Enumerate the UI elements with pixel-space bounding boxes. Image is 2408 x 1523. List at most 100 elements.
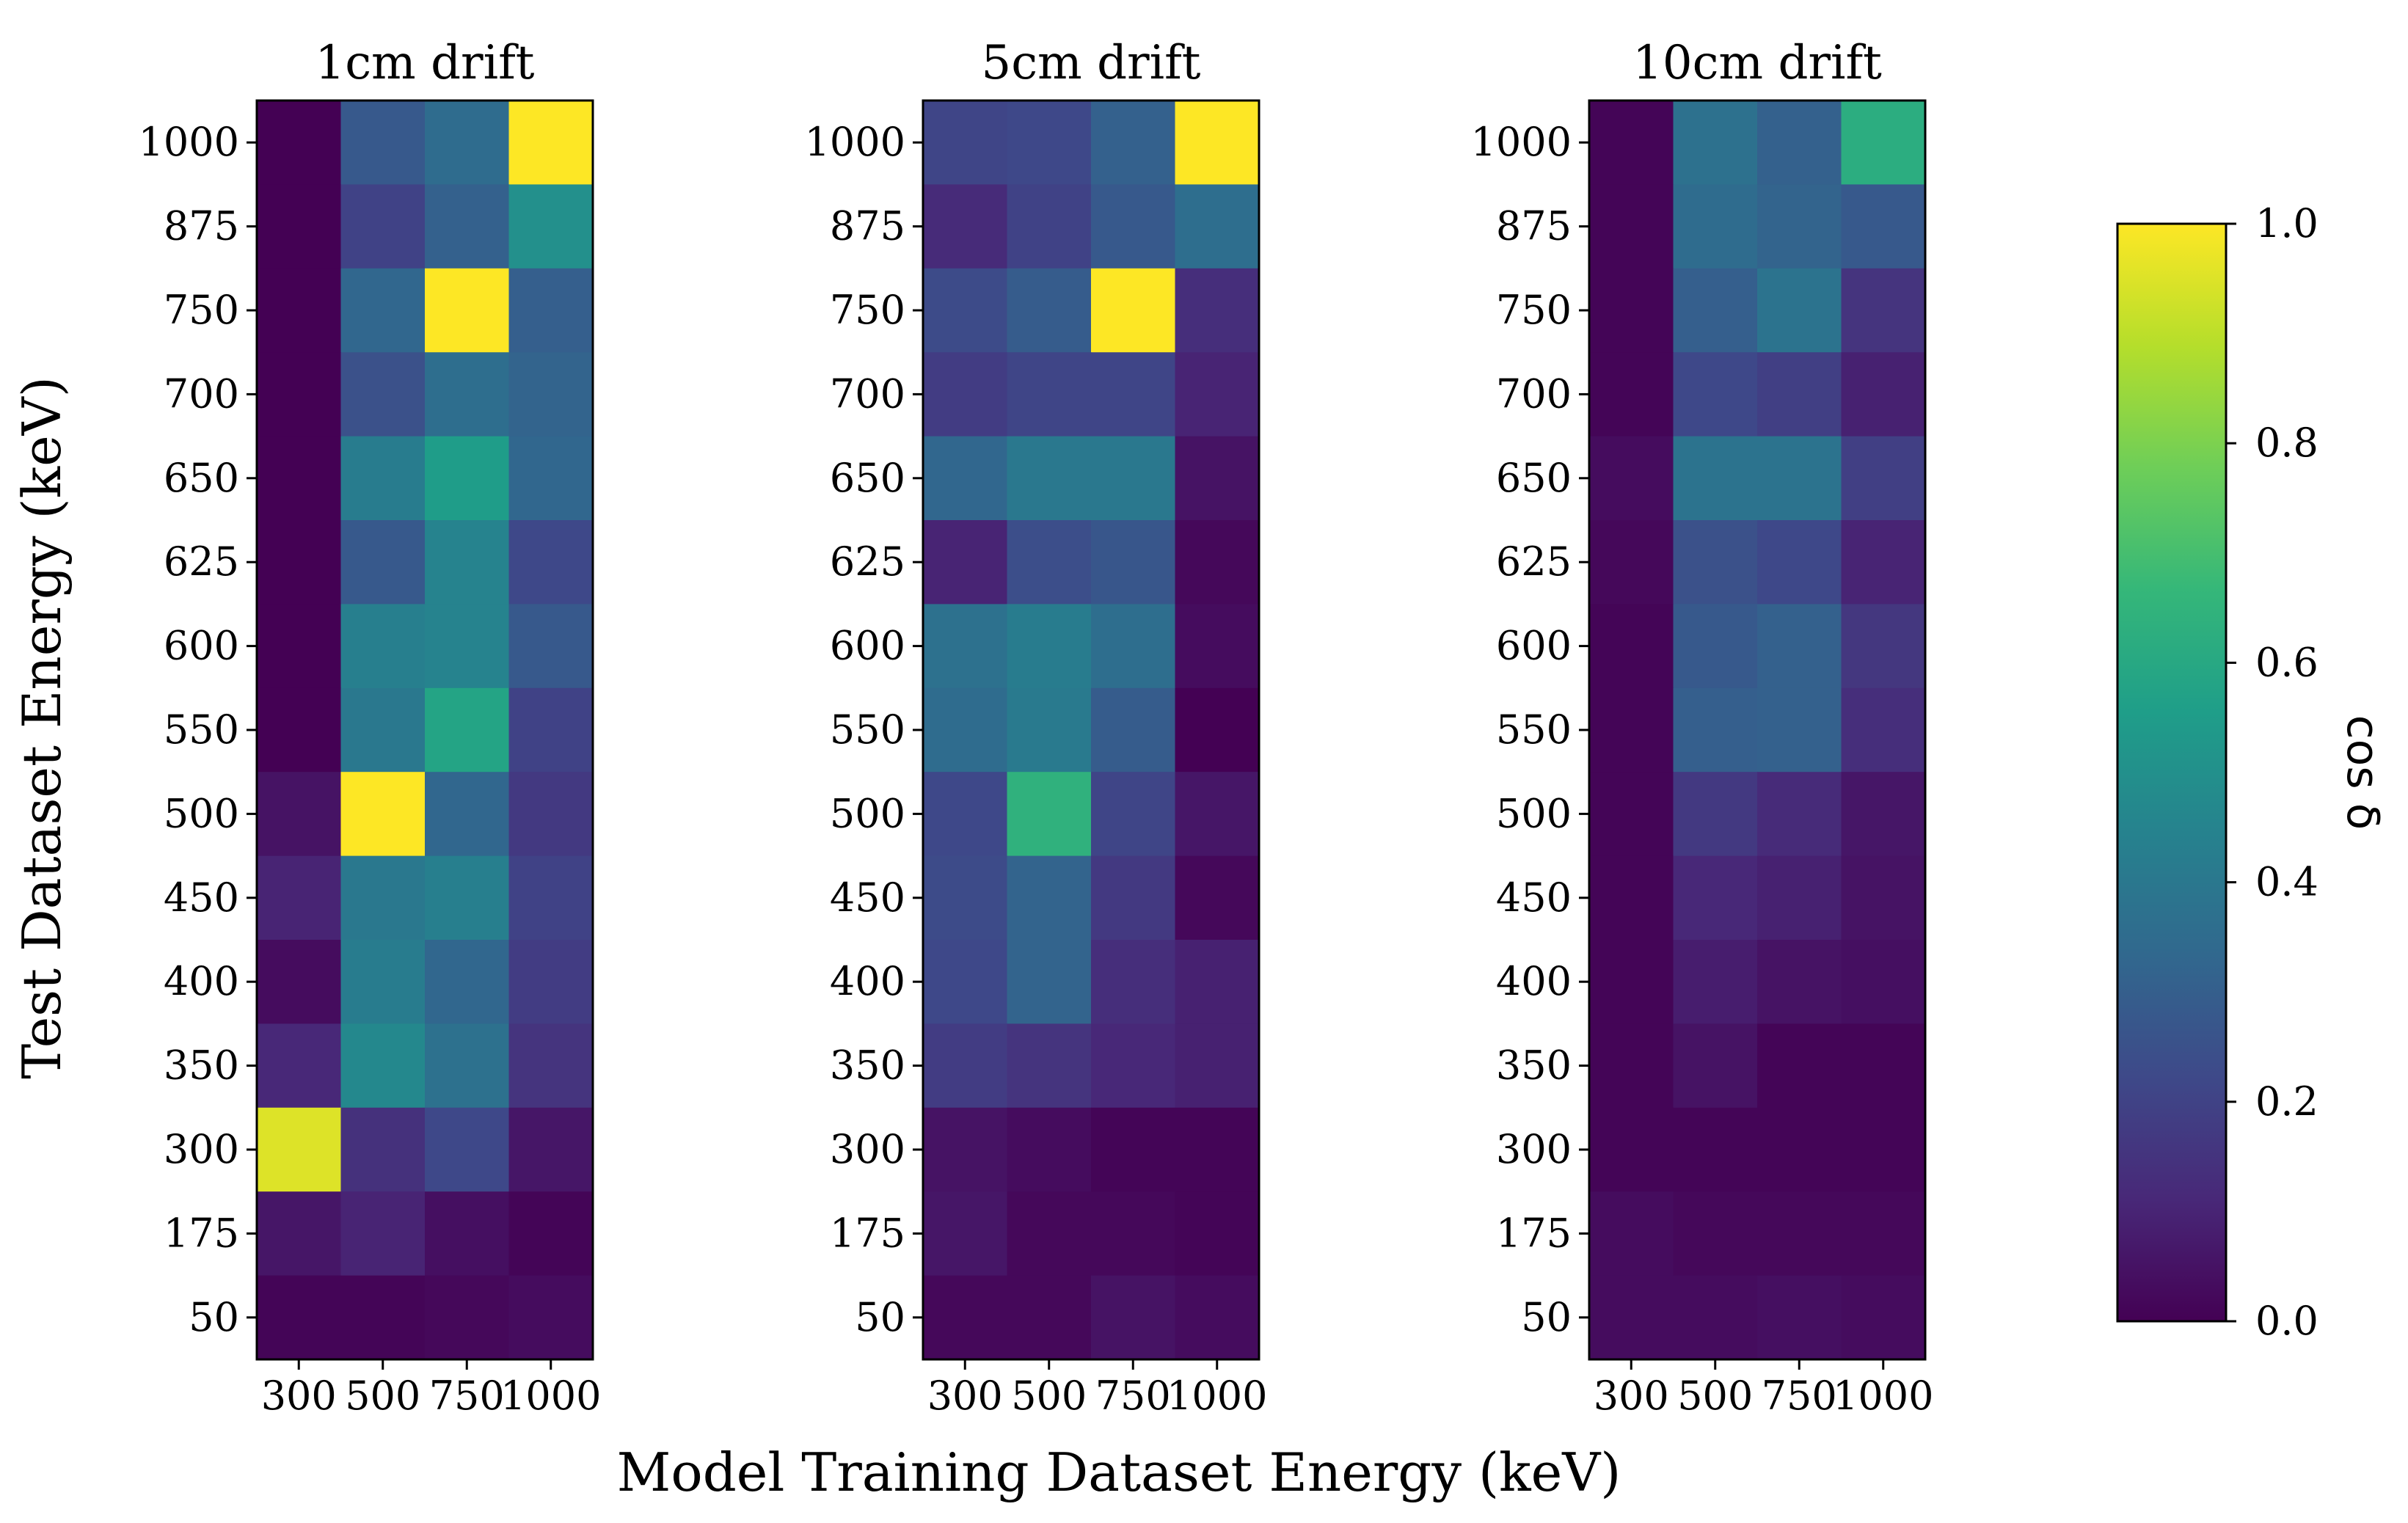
heatmap-cell [1841, 1023, 1926, 1109]
heatmap-cell [1673, 1275, 1758, 1360]
heatmap-cell [1175, 1191, 1260, 1277]
heatmap-cell [1673, 772, 1758, 857]
heatmap-cell [1091, 940, 1176, 1024]
heatmap-cell [1091, 352, 1176, 437]
y-tick-label: 300 [1496, 1126, 1572, 1172]
heatmap-cell [1091, 520, 1176, 605]
heatmap-cell [923, 772, 1008, 857]
colorbar-tick-label: 0.4 [2255, 859, 2318, 905]
heatmap-cell [1091, 687, 1176, 773]
heatmap-cell [425, 1107, 510, 1192]
y-tick-label: 450 [1496, 874, 1572, 921]
heatmap-cell [425, 520, 510, 605]
y-tick-label: 350 [830, 1042, 905, 1089]
heatmap-cell [508, 855, 594, 941]
heatmap-cell [1091, 604, 1176, 689]
heatmap-cell [425, 687, 510, 773]
heatmap-cell [1589, 1107, 1674, 1192]
heatmap-cell [1589, 687, 1674, 773]
heatmap-cell [1589, 436, 1674, 521]
x-tick-label: 1000 [500, 1373, 601, 1419]
panel-title: 10cm drift [1632, 36, 1882, 90]
y-tick-label: 450 [830, 874, 905, 921]
heatmap-cell [1589, 855, 1674, 941]
y-tick-label: 600 [1496, 623, 1572, 669]
y-tick-label: 300 [830, 1126, 905, 1172]
heatmap-cell [508, 604, 594, 689]
y-tick-label: 500 [830, 790, 905, 836]
heatmap-cell [1673, 940, 1758, 1024]
heatmap-cell [1175, 772, 1260, 857]
y-tick-label: 750 [830, 287, 905, 333]
heatmap-cell [1007, 1107, 1092, 1192]
heatmap-cell [257, 772, 342, 857]
y-tick-label: 350 [164, 1042, 239, 1089]
colorbar-tick-label: 0.2 [2255, 1078, 2318, 1125]
heatmap-cell [1673, 604, 1758, 689]
heatmap-cell [1673, 101, 1758, 185]
x-tick-label: 300 [1594, 1373, 1669, 1419]
heatmap-cell [1091, 184, 1176, 269]
heatmap-cell [1757, 1191, 1842, 1277]
heatmap-cell [340, 1191, 426, 1277]
heatmap-cell [1007, 687, 1092, 773]
heatmap-cell [1673, 855, 1758, 941]
colorbar-frame [2116, 222, 2228, 1323]
heatmap-cell [340, 436, 426, 521]
heatmap-cell [1175, 1107, 1260, 1192]
y-tick-label: 750 [1496, 287, 1572, 333]
heatmap-cell [257, 1107, 342, 1192]
heatmap-cell [923, 184, 1008, 269]
y-tick-label: 550 [830, 706, 905, 753]
heatmap-cell [257, 855, 342, 941]
y-tick-label: 500 [1496, 790, 1572, 836]
heatmap-cell [1091, 268, 1176, 353]
heatmap-cell [1841, 1107, 1926, 1192]
heatmap-cell [340, 184, 426, 269]
heatmap-panel-1: 1cm drift 1000 875 750 700 650 625 600 550 500 450… [139, 36, 602, 1419]
heatmap-cell [1007, 604, 1092, 689]
y-tick-label: 50 [855, 1294, 905, 1340]
heatmap-cell [1175, 687, 1260, 773]
x-tick-label: 300 [927, 1373, 1003, 1419]
heatmap-cell [257, 520, 342, 605]
heatmap-cell [1757, 352, 1842, 437]
heatmap-cell [1841, 1191, 1926, 1277]
heatmap-cell [1091, 1023, 1176, 1109]
heatmap-cell [1841, 520, 1926, 605]
heatmap-cell [923, 1023, 1008, 1109]
y-tick-label: 700 [164, 370, 239, 417]
heatmap-cell [508, 1107, 594, 1192]
heatmap-cell [257, 436, 342, 521]
heatmap-cell [508, 1191, 594, 1277]
colorbar-fill [2117, 224, 2226, 1321]
heatmap-cell [1007, 352, 1092, 437]
y-tick-label: 50 [189, 1294, 239, 1340]
heatmap-cell [1589, 520, 1674, 605]
heatmap-cell [1841, 352, 1926, 437]
heatmap-cell [1589, 604, 1674, 689]
heatmap-cell [1175, 352, 1260, 437]
heatmap-cell [340, 855, 426, 941]
heatmap-cell [1589, 1275, 1674, 1360]
heatmap-cell [508, 772, 594, 857]
y-tick-label: 700 [1496, 370, 1572, 417]
x-tick-label: 500 [345, 1373, 420, 1419]
heatmap-cell [425, 772, 510, 857]
heatmap-cell [1091, 1107, 1176, 1192]
heatmap-cell [1757, 687, 1842, 773]
heatmap-cell [508, 352, 594, 437]
heatmap-cell [1841, 268, 1926, 353]
x-tick-label: 750 [1095, 1373, 1171, 1419]
heatmap-cell [425, 184, 510, 269]
heatmap-cell [340, 1023, 426, 1109]
colorbar-tick-label: 0.8 [2255, 420, 2318, 466]
heatmap-cell [1757, 772, 1842, 857]
heatmap-cell [1589, 772, 1674, 857]
heatmap-cell [1673, 184, 1758, 269]
heatmap-cell [1589, 1191, 1674, 1277]
heatmap-cell [1091, 1275, 1176, 1360]
heatmap-cell [1007, 772, 1092, 857]
heatmap-cell [508, 184, 594, 269]
heatmap-cell [425, 940, 510, 1024]
